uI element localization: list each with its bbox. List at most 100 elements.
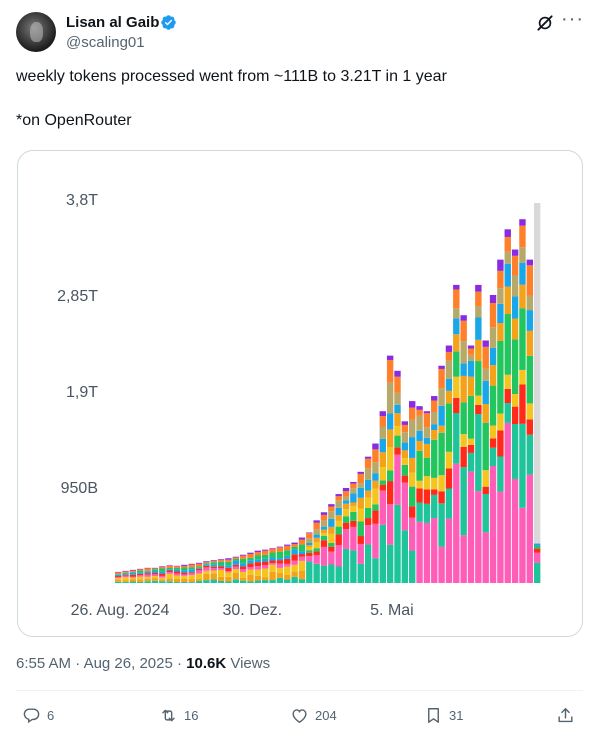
bar-segment <box>409 437 416 458</box>
bar-segment <box>386 447 394 471</box>
bar-segment <box>379 426 386 439</box>
bar-segment <box>511 394 519 407</box>
bar-segment <box>438 503 445 547</box>
bar-week <box>115 571 122 583</box>
bar-segment <box>372 488 379 505</box>
bar-week <box>122 570 129 583</box>
bar-segment <box>129 576 137 578</box>
bar-segment <box>475 284 482 292</box>
bar-segment <box>401 530 409 583</box>
bar-segment <box>291 571 298 577</box>
bar-segment <box>203 563 210 565</box>
avatar[interactable] <box>16 12 56 52</box>
bar-segment <box>239 571 247 578</box>
share-button[interactable] <box>556 703 581 727</box>
bar-segment <box>423 457 431 477</box>
bar-segment <box>416 440 423 451</box>
bar-segment <box>181 570 188 573</box>
bar-segment <box>519 284 526 309</box>
stacked-bar-chart: 950B 1,9T 2,85T 3,8T 26. Aug. 2024 30. Dez. 5.… <box>57 192 541 619</box>
bar-segment <box>482 346 489 369</box>
bar-segment <box>254 575 262 581</box>
bar-segment <box>416 430 423 441</box>
bar-segment <box>232 556 239 558</box>
bar-segment <box>166 565 173 566</box>
bar-week <box>225 558 232 583</box>
bar-segment <box>342 500 350 504</box>
bar-segment <box>166 565 173 568</box>
bar-segment <box>357 497 364 509</box>
bar-segment <box>137 582 144 583</box>
grok-icon[interactable] <box>535 13 555 33</box>
chart-image[interactable]: 950B 1,9T 2,85T 3,8T 26. Aug. 2024 30. Dez. 5.… <box>17 150 583 637</box>
bar-segment <box>247 563 254 567</box>
y-tick-label: 2,85T <box>57 288 98 305</box>
tweet-time[interactable]: 6:55 AM <box>16 655 72 672</box>
bar-segment <box>467 360 475 377</box>
reply-count: 6 <box>47 707 55 723</box>
bar-segment <box>467 345 475 349</box>
bar-segment <box>489 385 497 426</box>
bar-segment <box>460 341 467 364</box>
bar-segment <box>159 581 166 583</box>
bar-segment <box>364 525 372 545</box>
bar-segment <box>159 579 166 582</box>
bar-segment <box>232 579 239 583</box>
bar-segment <box>151 576 159 579</box>
reply-button[interactable]: 6 <box>22 703 54 727</box>
bar-segment <box>431 477 438 490</box>
tweet-date[interactable]: Aug 26, 2025 <box>83 655 173 672</box>
bar-segment <box>364 518 372 526</box>
bar-segment <box>357 521 364 537</box>
bar-segment <box>504 403 511 423</box>
bar-segment <box>357 473 364 484</box>
bar-segment <box>210 579 217 583</box>
bar-segment <box>276 577 284 583</box>
bar-segment <box>489 295 497 303</box>
bar-segment <box>342 529 350 549</box>
bar-segment <box>357 508 364 522</box>
retweet-button[interactable]: 16 <box>159 703 198 727</box>
author-handle[interactable]: @scaling01 <box>66 34 145 51</box>
bar-segment <box>254 559 262 563</box>
bar-segment <box>284 566 291 575</box>
bar-segment <box>291 564 298 572</box>
bar-segment <box>225 567 232 572</box>
more-icon[interactable]: ··· <box>561 8 584 30</box>
bar-segment <box>342 496 350 501</box>
divider <box>16 690 583 691</box>
bar-segment <box>232 573 239 580</box>
bar-week <box>519 219 526 583</box>
bar-segment <box>497 491 504 583</box>
bar-week <box>129 569 137 583</box>
bar-segment <box>460 315 467 321</box>
y-tick-label: 3,8T <box>66 192 98 209</box>
tweet-meta: 6:55 AM · Aug 26, 2025 · 10.6K Views <box>16 655 271 672</box>
bar-segment <box>453 289 460 309</box>
bar-segment <box>394 504 401 583</box>
bar-segment <box>489 438 497 448</box>
like-button[interactable]: 204 <box>290 703 337 727</box>
author-name[interactable]: Lisan al Gaib <box>66 14 160 31</box>
bar-segment <box>409 517 416 551</box>
bar-segment <box>364 544 372 583</box>
bar-segment <box>181 567 188 571</box>
bar-segment <box>328 504 335 507</box>
bar-segment <box>482 368 489 381</box>
bar-segment <box>217 566 225 569</box>
bar-segment <box>129 571 137 573</box>
bar-segment <box>526 419 533 435</box>
bar-segment <box>453 351 460 377</box>
bar-segment <box>519 369 526 385</box>
bar-segment <box>115 571 122 573</box>
y-tick-label: 950B <box>61 480 98 497</box>
bookmark-button[interactable]: 31 <box>424 703 463 727</box>
bar-segment <box>210 562 217 565</box>
bar-segment <box>519 225 526 248</box>
bar-segment <box>489 365 497 386</box>
bar-segment <box>357 487 364 498</box>
bar-segment <box>306 546 313 551</box>
bar-segment <box>217 580 225 583</box>
bar-segment <box>166 572 173 574</box>
y-tick-label: 1,9T <box>66 384 98 401</box>
